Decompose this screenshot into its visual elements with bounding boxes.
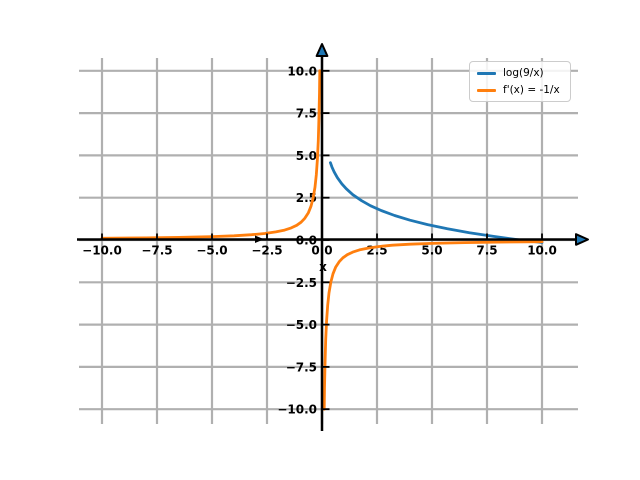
x-axis-arrow-icon [575, 233, 589, 246]
y-tick-label: 10.0 [287, 64, 317, 78]
y-tick-label: −10.0 [277, 403, 317, 417]
x-tick-label: −7.5 [141, 244, 172, 258]
x-tick-label: 5.0 [421, 244, 442, 258]
x-tick-label: −10.0 [82, 244, 122, 258]
x-tick-label: 7.5 [476, 244, 497, 258]
y-tick-label: −2.5 [286, 276, 317, 290]
y-tick-label: 7.5 [296, 107, 317, 121]
legend-line-sample [477, 71, 496, 75]
legend-line-sample [477, 88, 496, 92]
series-curve [322, 240, 544, 411]
y-axis-arrow-icon [315, 43, 329, 57]
y-tick-label: 5.0 [296, 149, 317, 163]
x-tick-label: −2.5 [251, 244, 282, 258]
axis-stray-arrow-mark [255, 235, 264, 243]
series-curve [329, 161, 544, 244]
legend: log(9/x) f'(x) = -1/x [469, 61, 571, 102]
y-tick-label: −5.0 [286, 318, 317, 332]
x-axis-label: x [319, 260, 327, 274]
series-curve [100, 69, 322, 240]
legend-label: log(9/x) [503, 67, 544, 79]
legend-item: f'(x) = -1/x [477, 84, 561, 96]
legend-item: log(9/x) [477, 67, 561, 79]
x-tick-label: 10.0 [527, 244, 557, 258]
y-tick-label: −7.5 [286, 360, 317, 374]
x-tick-label: −5.0 [196, 244, 227, 258]
legend-label: f'(x) = -1/x [503, 84, 560, 96]
